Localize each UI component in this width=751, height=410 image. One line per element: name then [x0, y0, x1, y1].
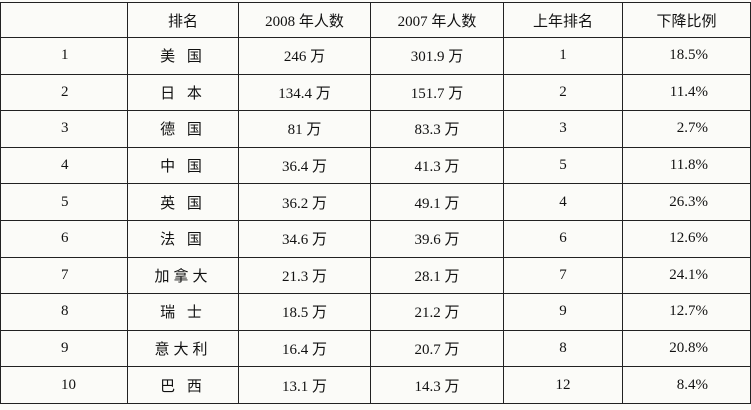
table-cell: 49.1 万: [370, 183, 504, 221]
table-cell: 12.7%: [622, 293, 751, 331]
table-cell: 301.9 万: [370, 37, 504, 75]
table-cell: 36.2 万: [238, 183, 371, 221]
table-cell: 81 万: [238, 110, 371, 148]
table-cell: 5: [0, 183, 128, 221]
table-cell: 瑞 士: [127, 293, 239, 331]
table-cell: 巴 西: [127, 366, 239, 404]
table-cell: 134.4 万: [238, 73, 371, 112]
table-cell: 9: [503, 293, 623, 331]
header-row: 排名 2008 年人数 2007 年人数 上年排名 下降比例: [0, 2, 751, 38]
table-cell: 21.3 万: [238, 256, 371, 295]
table-cell: 83.3 万: [370, 110, 504, 148]
table-cell: 12.6%: [622, 219, 751, 258]
table-cell: 246 万: [238, 37, 371, 75]
table-cell: 11.4%: [622, 73, 751, 112]
table-cell: 4: [0, 146, 128, 185]
table-cell: 2.7%: [622, 110, 751, 148]
table-row: 10 巴 西 13.1 万 14.3 万 12 8.4%: [0, 366, 751, 404]
table-cell: 1: [503, 37, 623, 75]
table-cell: 7: [503, 256, 623, 295]
header-cell: 上年排名: [503, 2, 623, 38]
header-cell: 2007 年人数: [370, 2, 504, 38]
table-row: 9 意大利 16.4 万 20.7 万 8 20.8%: [0, 329, 751, 368]
table-cell: 24.1%: [622, 256, 751, 295]
table-cell: 28.1 万: [370, 256, 504, 295]
header-cell: [0, 2, 128, 38]
header-cell: 下降比例: [622, 2, 751, 38]
table-cell: 8.4%: [622, 366, 751, 404]
table-cell: 6: [503, 219, 623, 258]
table-cell: 8: [0, 293, 128, 331]
table-cell: 36.4 万: [238, 146, 371, 185]
table-cell: 21.2 万: [370, 293, 504, 331]
table-cell: 7: [0, 256, 128, 295]
table-cell: 3: [0, 110, 128, 148]
table-cell: 20.7 万: [370, 329, 504, 368]
table-cell: 2: [0, 73, 128, 112]
table-cell: 3: [503, 110, 623, 148]
table-cell: 18.5 万: [238, 293, 371, 331]
table-cell: 英 国: [127, 183, 239, 221]
table-cell: 5: [503, 146, 623, 185]
table-cell: 26.3%: [622, 183, 751, 221]
table-cell: 4: [503, 183, 623, 221]
table-cell: 日 本: [127, 73, 239, 112]
table-cell: 11.8%: [622, 146, 751, 185]
table-cell: 12: [503, 366, 623, 404]
header-cell: 2008 年人数: [238, 2, 371, 38]
table-cell: 16.4 万: [238, 329, 371, 368]
table-cell: 2: [503, 73, 623, 112]
table-cell: 9: [0, 329, 128, 368]
table-cell: 1: [0, 37, 128, 75]
table-cell: 法 国: [127, 219, 239, 258]
table-cell: 34.6 万: [238, 219, 371, 258]
table-cell: 39.6 万: [370, 219, 504, 258]
table-cell: 10: [0, 366, 128, 404]
table-cell: 14.3 万: [370, 366, 504, 404]
table-cell: 20.8%: [622, 329, 751, 368]
table-cell: 德 国: [127, 110, 239, 148]
table-cell: 8: [503, 329, 623, 368]
table-cell: 中 国: [127, 146, 239, 185]
table-cell: 151.7 万: [370, 73, 504, 112]
table-cell: 18.5%: [622, 37, 751, 75]
header-cell: 排名: [127, 2, 239, 38]
table-cell: 意大利: [127, 329, 239, 368]
table-cell: 13.1 万: [238, 366, 371, 404]
table-cell: 美 国: [127, 37, 239, 75]
table-row: 7 加拿大 21.3 万 28.1 万 7 24.1%: [0, 256, 751, 295]
table-cell: 6: [0, 219, 128, 258]
table-cell: 41.3 万: [370, 146, 504, 185]
table-cell: 加拿大: [127, 256, 239, 295]
